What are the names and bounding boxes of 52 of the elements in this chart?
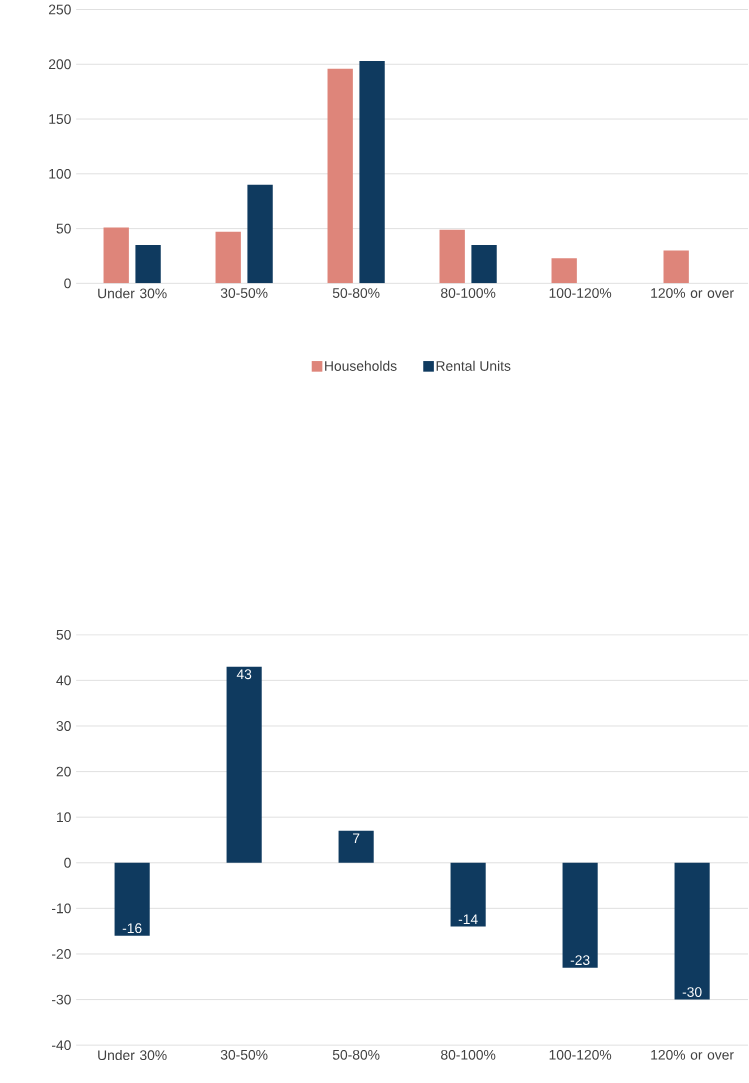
data-label: -23: [570, 955, 590, 966]
data-label: 43: [237, 669, 252, 680]
y-tick-label: 200: [49, 59, 72, 70]
bar: [450, 862, 486, 927]
bar: [114, 862, 150, 936]
y-tick-label: 150: [49, 114, 72, 124]
data-label: -14: [458, 914, 478, 924]
y-tick-label: 30: [56, 721, 72, 731]
data-label: -16: [122, 923, 142, 934]
bar: [359, 60, 385, 284]
x-tick-label: 30-50%: [221, 288, 268, 298]
x-tick-label: 50-80%: [333, 1049, 380, 1060]
y-tick-label: 0: [64, 278, 72, 289]
x-tick-label: 30-50%: [221, 1049, 268, 1060]
y-tick-label: -30: [52, 994, 72, 1005]
y-tick-label: 100: [49, 168, 72, 179]
x-tick-label: 50-80%: [333, 288, 380, 298]
y-tick-label: 50: [56, 629, 72, 640]
bar: [663, 250, 690, 284]
bar: [439, 229, 466, 284]
bar: [226, 666, 262, 863]
bar: [135, 245, 161, 284]
y-tick-label: 10: [57, 812, 72, 823]
bar: [562, 862, 598, 968]
y-tick-label: 20: [56, 766, 72, 777]
data-label: -30: [682, 987, 702, 997]
x-tick-label: 100-120%: [549, 288, 612, 298]
bar: [674, 862, 710, 1000]
x-tick-label: 120% or over: [651, 1049, 735, 1060]
y-tick-label: -10: [52, 903, 72, 914]
x-tick-label: Under 30%: [98, 1049, 167, 1061]
data-label: 7: [353, 833, 360, 843]
x-tick-label: 120% or over: [651, 288, 735, 298]
y-tick-label: 0: [64, 857, 72, 868]
legend-label: Households: [325, 360, 397, 371]
x-tick-label: 80-100%: [441, 288, 496, 298]
legend-label: Rental Units: [436, 360, 511, 371]
bar: [471, 245, 497, 284]
x-tick-label: 80-100%: [441, 1049, 496, 1060]
y-tick-label: 50: [56, 223, 72, 234]
bar: [103, 227, 130, 284]
y-tick-label: 40: [56, 675, 72, 686]
y-tick-label: -40: [52, 1040, 72, 1051]
y-tick-label: -20: [52, 949, 72, 959]
y-tick-label: 250: [49, 4, 72, 15]
bar: [551, 258, 578, 284]
x-tick-label: Under 30%: [98, 288, 167, 299]
x-tick-label: 100-120%: [549, 1049, 612, 1060]
bar: [215, 231, 242, 284]
bar: [338, 830, 374, 863]
bar: [327, 68, 354, 284]
bar: [247, 184, 273, 284]
